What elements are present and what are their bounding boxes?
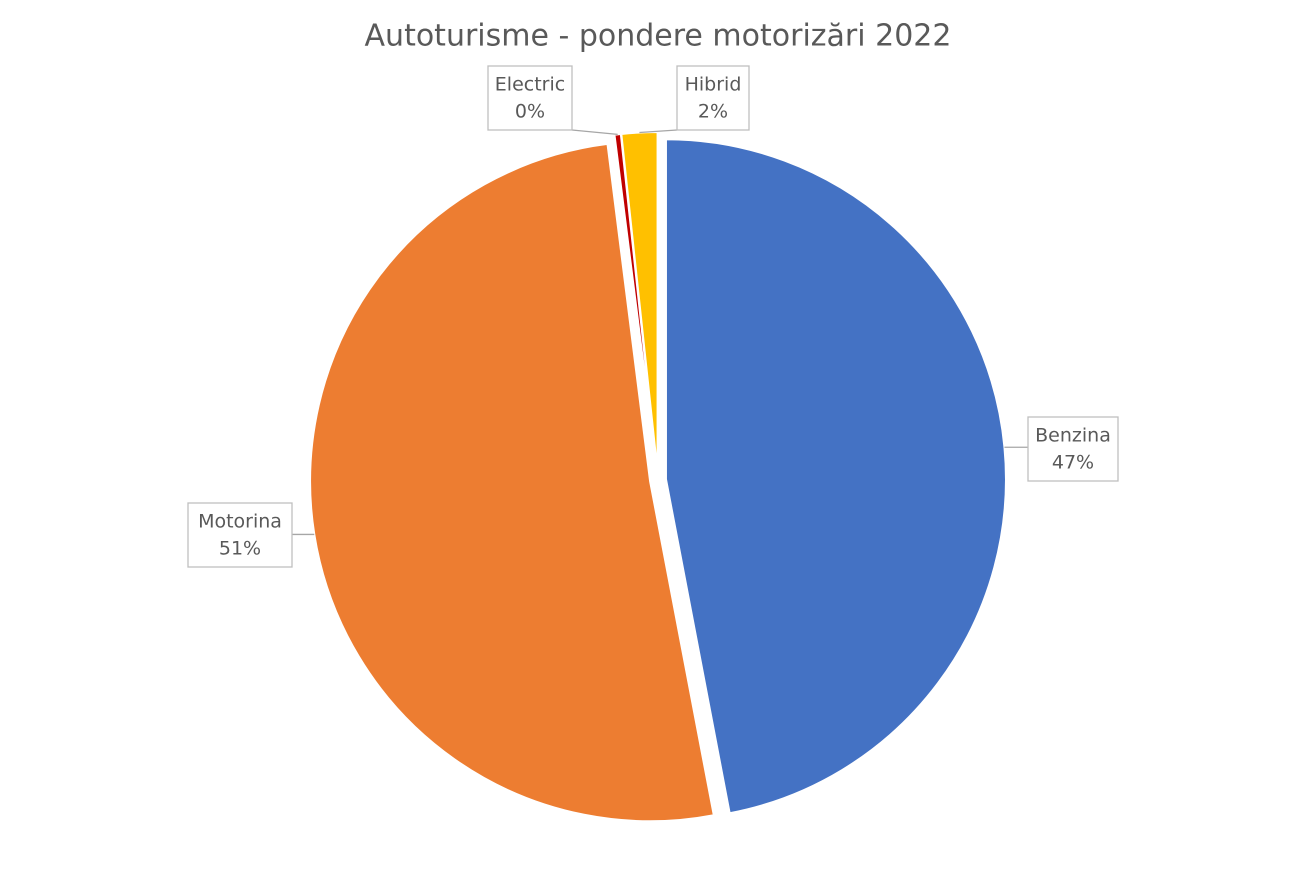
pie-slice	[309, 142, 715, 823]
label-box	[487, 65, 573, 131]
label-box	[1027, 416, 1119, 482]
label-box	[187, 502, 293, 568]
category-label: Motorina	[198, 511, 282, 533]
leader-line	[571, 129, 618, 135]
leader-line	[639, 129, 678, 134]
value-label: 51%	[219, 538, 261, 560]
label-box	[676, 65, 750, 131]
chart-title: Autoturisme - pondere motorizări 2022	[365, 19, 952, 54]
pie-slice	[620, 131, 659, 473]
value-label: 0%	[515, 101, 545, 123]
category-label: Electric	[495, 74, 565, 96]
value-label: 2%	[698, 101, 728, 123]
value-label: 47%	[1052, 452, 1094, 474]
category-label: Benzina	[1035, 425, 1111, 447]
category-label: Hibrid	[685, 74, 742, 96]
